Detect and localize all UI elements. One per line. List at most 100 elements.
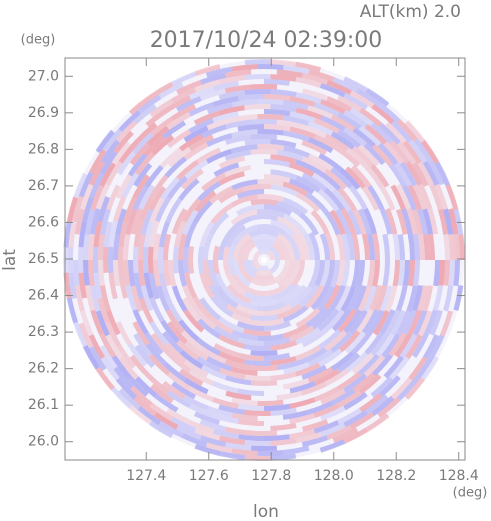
echo-cell	[349, 185, 368, 211]
echo-cell	[118, 110, 141, 132]
echo-cell	[188, 368, 214, 386]
echo-cell	[160, 176, 180, 201]
echo-cell	[188, 118, 215, 134]
echo-cell	[307, 105, 334, 120]
echo-cell	[270, 74, 297, 82]
echo-cell	[194, 190, 217, 213]
echo-cell	[367, 185, 385, 211]
echo-cell	[264, 403, 291, 412]
echo-cell	[193, 110, 220, 126]
echo-cell	[143, 221, 155, 248]
echo-cell	[226, 216, 252, 236]
echo-cell	[270, 89, 297, 98]
echo-cell	[183, 395, 209, 411]
echo-cell	[199, 419, 226, 432]
echo-cell	[188, 403, 215, 418]
echo-cell	[205, 442, 233, 454]
echo-cell	[439, 310, 454, 337]
echo-cell	[99, 150, 118, 176]
echo-cell	[295, 345, 321, 361]
echo-cell	[171, 71, 197, 87]
echo-cell	[178, 319, 200, 342]
echo-cell	[165, 297, 183, 323]
echo-cell	[438, 260, 445, 286]
echo-cell	[102, 247, 109, 273]
echo-cell	[140, 208, 154, 235]
echo-cell	[243, 291, 272, 301]
echo-cell	[137, 405, 162, 426]
echo-cell	[226, 284, 252, 304]
echo-cell	[424, 309, 438, 336]
echo-cell	[182, 297, 201, 322]
echo-cell	[404, 377, 426, 400]
echo-cell	[264, 434, 290, 441]
echo-cell	[200, 72, 227, 85]
echo-cell	[357, 208, 372, 235]
echo-cell	[197, 181, 221, 202]
echo-cell	[365, 413, 390, 432]
echo-cell	[123, 196, 137, 223]
echo-cell	[427, 208, 439, 235]
echo-cell	[182, 209, 199, 235]
echo-cell	[390, 184, 406, 211]
echo-cell	[115, 377, 138, 400]
echo-cell	[166, 390, 191, 408]
echo-cell	[176, 96, 202, 112]
echo-cell	[95, 310, 110, 337]
echo-cell	[134, 122, 158, 144]
echo-cell	[209, 212, 230, 236]
echo-cell	[132, 321, 150, 346]
echo-cell	[218, 316, 245, 334]
echo-cell	[133, 162, 153, 187]
echo-cell	[95, 129, 115, 154]
echo-cell	[370, 376, 394, 398]
echo-cell	[108, 272, 118, 300]
echo-cell	[301, 328, 327, 348]
echo-cell	[176, 339, 199, 361]
echo-cell	[283, 130, 310, 142]
echo-cell	[332, 77, 359, 93]
echo-cell	[320, 405, 346, 421]
echo-cell	[434, 161, 451, 187]
echo-cell	[382, 260, 390, 287]
echo-cell	[224, 84, 252, 94]
echo-cell	[144, 165, 164, 189]
echo-cell	[372, 233, 380, 260]
echo-cell	[359, 107, 383, 127]
echo-cell	[283, 64, 310, 75]
echo-cell	[341, 233, 350, 260]
echo-cell	[113, 130, 134, 154]
echo-cell	[237, 352, 264, 361]
echo-cell	[243, 260, 256, 279]
echo-cell	[196, 337, 221, 356]
echo-cell	[219, 435, 246, 445]
echo-cell	[133, 246, 139, 274]
echo-cell	[132, 185, 149, 211]
echo-cell	[196, 147, 222, 164]
y-axis-label: lat	[0, 249, 20, 271]
echo-cell	[298, 212, 319, 236]
echo-cell	[295, 362, 321, 377]
echo-cell	[218, 232, 231, 260]
echo-cell	[319, 422, 346, 437]
echo-cell	[388, 163, 407, 188]
echo-cell	[237, 388, 264, 396]
echo-cell	[351, 232, 360, 260]
echo-cell	[250, 199, 278, 206]
echo-cell	[363, 207, 377, 235]
echo-cell	[201, 364, 227, 380]
echo-cell	[453, 260, 460, 287]
echo-cell	[379, 309, 396, 335]
echo-cell	[453, 233, 460, 260]
echo-cell	[123, 260, 131, 286]
echo-cell	[363, 354, 386, 378]
echo-cell	[276, 216, 302, 236]
echo-cell	[178, 260, 187, 287]
echo-cell	[295, 327, 321, 345]
echo-cell	[158, 420, 184, 438]
echo-cell	[90, 309, 104, 336]
echo-cell	[295, 107, 323, 120]
echo-cell	[238, 94, 264, 101]
echo-cell	[402, 140, 422, 165]
echo-cell	[80, 310, 94, 337]
